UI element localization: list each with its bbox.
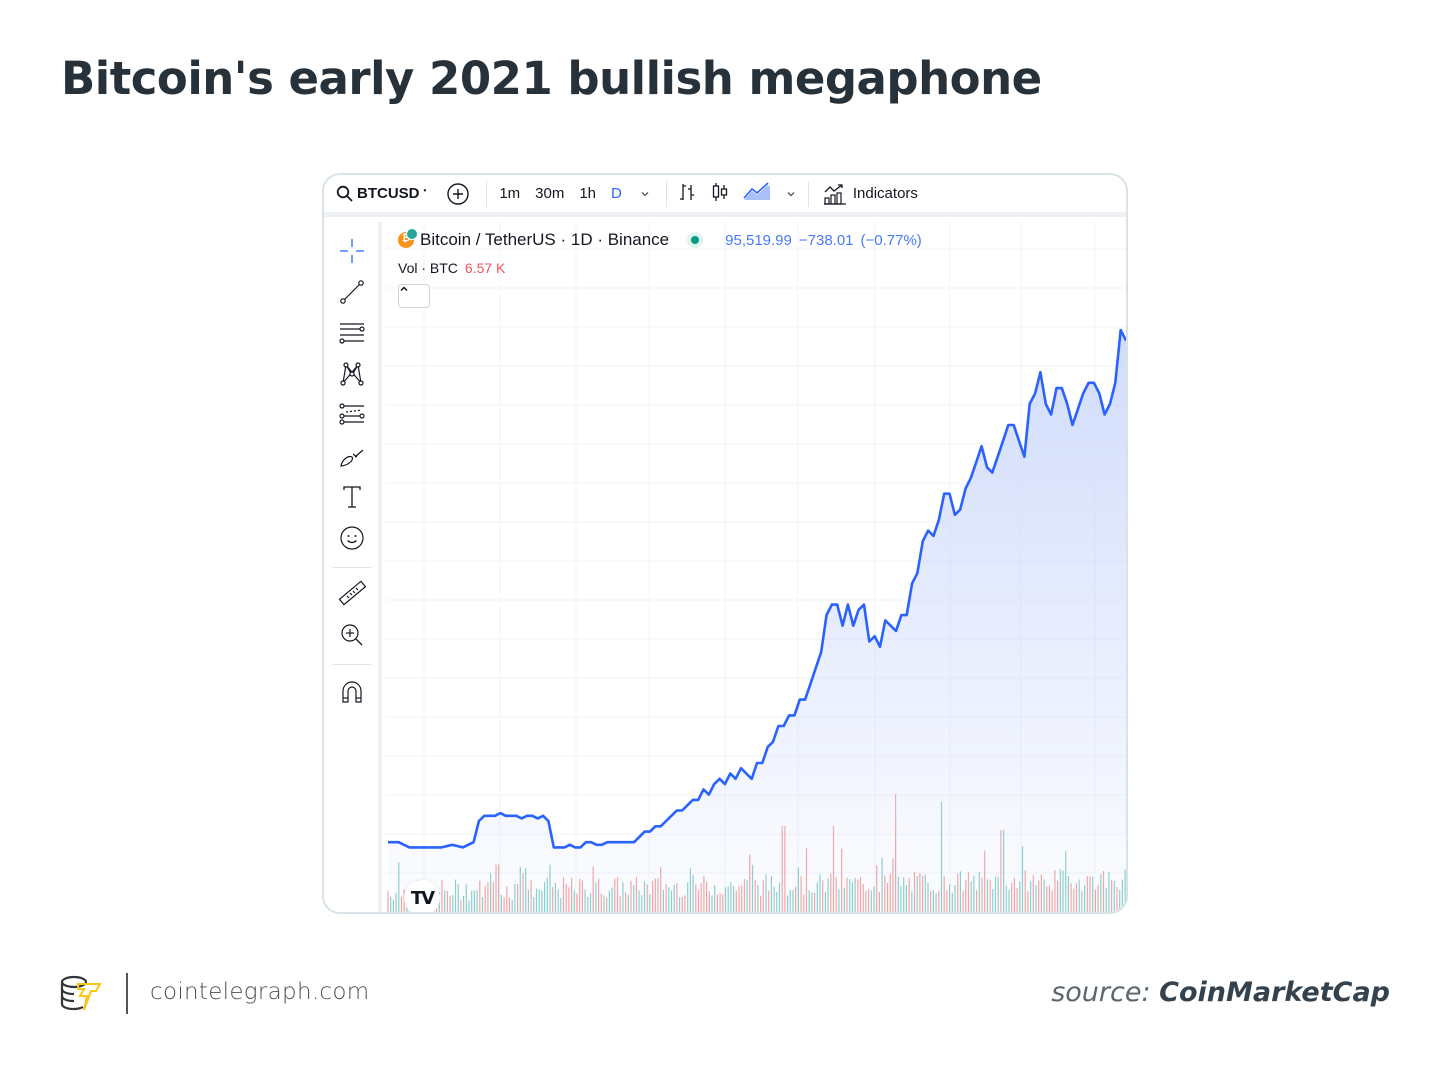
source-label: source: xyxy=(1051,977,1151,1008)
toolbar-divider xyxy=(665,180,667,207)
interval-dropdown[interactable] xyxy=(640,175,650,212)
magnet-icon xyxy=(342,681,362,703)
toolbar-divider xyxy=(807,180,809,207)
series-legend: ₿ Bitcoin / TetherUS · 1D · Binance 95,5… xyxy=(398,228,922,250)
chart-plot-area[interactable]: ₿ Bitcoin / TetherUS · 1D · Binance 95,5… xyxy=(386,222,1126,912)
crosshair-icon xyxy=(340,239,364,263)
brush-tool[interactable] xyxy=(338,442,366,470)
area-icon[interactable] xyxy=(743,181,771,207)
chart-widget: BTCUSD • 1m 30m 1h D Indicators xyxy=(322,173,1128,914)
page-title: Bitcoin's early 2021 bullish megaphone xyxy=(61,52,1042,105)
magnet-tool[interactable] xyxy=(338,678,366,706)
pair-label: Bitcoin / TetherUS · 1D · Binance xyxy=(420,230,670,249)
text-tool[interactable] xyxy=(338,483,366,511)
interval-group: 1m 30m 1h D xyxy=(499,175,622,212)
pattern-tool[interactable] xyxy=(338,360,366,388)
symbol-label: BTCUSD xyxy=(357,185,420,202)
interval-D[interactable]: D xyxy=(611,185,622,202)
fib-retracement-icon xyxy=(339,403,365,425)
source-brand: CoinMarketCap xyxy=(1159,977,1390,1008)
pattern-icon xyxy=(340,362,364,386)
chart-toolbar: BTCUSD • 1m 30m 1h D Indicators xyxy=(324,175,1126,217)
chevron-up-icon xyxy=(400,286,408,292)
fib-retracement-tool[interactable] xyxy=(338,401,366,429)
ruler-tool[interactable] xyxy=(338,580,366,608)
text-icon xyxy=(343,486,361,508)
compare-symbol-button[interactable] xyxy=(446,175,470,212)
price-chart xyxy=(386,222,1126,912)
interval-1m[interactable]: 1m xyxy=(499,185,521,202)
horizontal-lines-icon xyxy=(339,323,365,344)
zoom-in-tool[interactable] xyxy=(338,621,366,649)
cointelegraph-logo-icon xyxy=(60,975,102,1011)
footer-site-link[interactable]: cointelegraph.com xyxy=(150,979,370,1005)
crosshair-tool[interactable] xyxy=(338,237,366,265)
drawing-toolbar xyxy=(324,222,382,912)
source-credit: source: CoinMarketCap xyxy=(1051,977,1390,1008)
volume-value: 6.57 K xyxy=(464,260,506,276)
smiley-icon xyxy=(340,526,364,550)
indicators-icon xyxy=(823,183,846,205)
indicators-label: Indicators xyxy=(852,185,918,202)
trend-line-tool[interactable] xyxy=(338,278,366,306)
brush-icon xyxy=(340,449,364,467)
footer-divider xyxy=(126,973,128,1014)
zoom-in-icon xyxy=(341,624,363,646)
chevron-down-icon xyxy=(787,192,795,197)
symbol-marker: • xyxy=(423,186,427,195)
chevron-down-icon xyxy=(641,191,649,196)
horizontal-lines-tool[interactable] xyxy=(338,319,366,347)
collapse-legend-button[interactable] xyxy=(398,284,430,308)
toolbar-divider xyxy=(486,180,488,207)
search-icon xyxy=(336,185,353,202)
bitcoin-logo-icon: ₿ xyxy=(398,228,418,248)
indicators-button[interactable]: Indicators xyxy=(823,175,918,212)
symbol-search-button[interactable]: BTCUSD • xyxy=(336,175,426,212)
sidebar-divider xyxy=(332,664,372,665)
quote-values: 95,519.99 −738.01 (−0.77%) xyxy=(725,232,922,249)
chart-type-dropdown[interactable] xyxy=(786,185,796,202)
plus-circle-icon xyxy=(447,182,470,205)
tradingview-logo[interactable]: TV xyxy=(404,880,440,912)
volume-label: Vol · BTC xyxy=(398,260,458,276)
bars-icon[interactable] xyxy=(677,181,697,207)
candles-icon[interactable] xyxy=(710,181,730,207)
interval-30m[interactable]: 30m xyxy=(535,185,565,202)
trend-line-icon xyxy=(340,280,364,304)
chart-type-group xyxy=(677,175,796,212)
last-price: 95,519.99 xyxy=(725,231,792,249)
price-change-pct: (−0.77%) xyxy=(860,231,922,249)
sidebar-divider xyxy=(332,567,372,568)
market-open-status-icon xyxy=(687,232,704,248)
price-change: −738.01 xyxy=(798,231,854,249)
volume-legend: Vol · BTC 6.57 K xyxy=(398,260,505,276)
emoji-tool[interactable] xyxy=(338,524,366,552)
ruler-icon xyxy=(338,580,366,606)
interval-1h[interactable]: 1h xyxy=(579,185,597,202)
